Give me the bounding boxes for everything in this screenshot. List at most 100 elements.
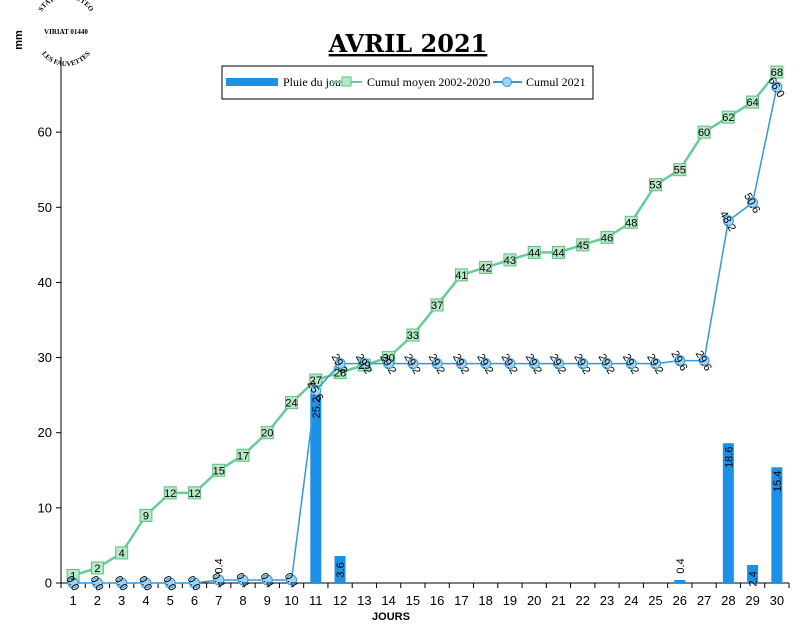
marker-cumul-2021 — [286, 574, 298, 586]
x-axis-title: JOURS — [372, 611, 410, 623]
data-label-daily-rain: 2.4 — [748, 571, 760, 586]
x-tick-label: 5 — [167, 593, 174, 608]
data-label-average-cumul: 24 — [285, 398, 297, 410]
marker-average-cumul — [454, 268, 468, 282]
stamp-bottom-text: LES FAUVETTES — [40, 50, 92, 68]
y-tick-label: 30 — [38, 350, 52, 365]
data-label-cumul-2021: 0.4 — [282, 571, 300, 590]
marker-cumul-2021 — [601, 358, 613, 370]
data-label-daily-rain: 25.2 — [311, 397, 323, 418]
x-tick-label: 15 — [406, 593, 420, 608]
marker-average-cumul — [721, 110, 735, 124]
line-average-cumul — [72, 71, 778, 577]
marker-cumul-2021 — [698, 355, 710, 367]
marker-cumul-2021 — [91, 577, 103, 589]
x-tick-label: 23 — [600, 593, 614, 608]
marker-average-cumul — [163, 486, 177, 500]
x-tick-label: 18 — [478, 593, 492, 608]
marker-cumul-2021 — [455, 358, 467, 370]
marker-average-cumul — [527, 245, 541, 259]
marker-cumul-2021 — [577, 358, 589, 370]
x-tick-label: 13 — [357, 593, 371, 608]
bar-daily-rain — [747, 564, 759, 583]
data-label-cumul-2021: 48.2 — [717, 209, 738, 234]
marker-average-cumul — [115, 546, 129, 560]
x-tick-label: 26 — [673, 593, 687, 608]
x-tick-label: 9 — [264, 593, 271, 608]
marker-cumul-2021 — [213, 574, 225, 586]
bar-daily-rain — [334, 555, 346, 583]
x-tick-label: 16 — [430, 593, 444, 608]
data-label-average-cumul: 68 — [771, 67, 783, 79]
data-label-average-cumul: 48 — [625, 217, 637, 229]
marker-average-cumul — [406, 328, 420, 342]
data-label-average-cumul: 1 — [70, 570, 76, 582]
data-label-average-cumul: 17 — [237, 450, 249, 462]
data-label-cumul-2021: 0.0 — [112, 574, 130, 593]
marker-cumul-2021 — [67, 577, 79, 589]
marker-cumul-2021 — [140, 577, 152, 589]
x-tick-label: 11 — [309, 593, 323, 608]
marker-cumul-2021 — [528, 358, 540, 370]
data-label-average-cumul: 30 — [382, 353, 394, 365]
y-tick-label: 0 — [45, 576, 52, 591]
marker-average-cumul — [236, 448, 250, 462]
data-label-average-cumul: 37 — [431, 300, 443, 312]
marker-cumul-2021 — [237, 574, 249, 586]
data-label-daily-rain: 0.4 — [214, 558, 226, 573]
data-label-daily-rain: 0.4 — [675, 558, 687, 573]
data-label-average-cumul: 29 — [358, 360, 370, 372]
data-label-average-cumul: 62 — [722, 112, 734, 124]
data-label-cumul-2021: 0.4 — [233, 571, 251, 590]
marker-average-cumul — [697, 125, 711, 139]
marker-cumul-2021 — [674, 355, 686, 367]
data-label-average-cumul: 2 — [94, 563, 100, 575]
data-label-average-cumul: 20 — [261, 428, 273, 440]
data-label-average-cumul: 12 — [188, 488, 200, 500]
data-label-average-cumul: 42 — [480, 262, 492, 274]
marker-cumul-2021 — [771, 81, 783, 93]
x-tick-label: 24 — [624, 593, 638, 608]
data-label-average-cumul: 44 — [528, 247, 540, 259]
data-label-average-cumul: 28 — [334, 368, 346, 380]
data-label-daily-rain: 3.6 — [335, 562, 347, 577]
marker-cumul-2021 — [164, 577, 176, 589]
data-label-cumul-2021: 0.0 — [160, 574, 178, 593]
data-label-average-cumul: 60 — [698, 127, 710, 139]
x-tick-label: 14 — [381, 593, 395, 608]
legend-circle-marker — [502, 77, 512, 87]
marker-cumul-2021 — [480, 358, 492, 370]
legend-label-average: Cumul moyen 2002-2020 — [367, 75, 490, 89]
marker-average-cumul — [600, 230, 614, 244]
bar-daily-rain — [310, 393, 322, 583]
marker-average-cumul — [187, 486, 201, 500]
x-tick-label: 21 — [551, 593, 565, 608]
line-cumul-2021 — [73, 86, 778, 584]
y-tick-label: 40 — [38, 275, 52, 290]
marker-average-cumul — [746, 95, 760, 109]
marker-average-cumul — [479, 260, 493, 274]
marker-cumul-2021 — [407, 358, 419, 370]
marker-average-cumul — [770, 65, 784, 79]
marker-cumul-2021 — [650, 358, 662, 370]
legend-label-cumul-2021: Cumul 2021 — [526, 75, 586, 89]
data-label-average-cumul: 45 — [577, 240, 589, 252]
legend-label-daily-rain: Pluie du jour — [283, 75, 345, 89]
x-tick-label: 12 — [333, 593, 347, 608]
marker-cumul-2021 — [310, 385, 322, 397]
data-label-average-cumul: 64 — [746, 97, 758, 109]
marker-average-cumul — [649, 178, 663, 192]
x-tick-label: 1 — [70, 593, 77, 608]
marker-cumul-2021 — [504, 358, 516, 370]
x-tick-label: 30 — [770, 593, 784, 608]
x-tick-label: 19 — [503, 593, 517, 608]
y-tick-label: 20 — [38, 425, 52, 440]
data-label-average-cumul: 27 — [310, 375, 322, 387]
legend: Pluie du jour Cumul moyen 2002-2020 Cumu… — [221, 65, 594, 100]
data-label-average-cumul: 41 — [455, 270, 467, 282]
marker-cumul-2021 — [383, 358, 395, 370]
data-label-average-cumul: 15 — [213, 465, 225, 477]
stamp-middle-text: VIRIAT 01440 — [44, 28, 88, 36]
